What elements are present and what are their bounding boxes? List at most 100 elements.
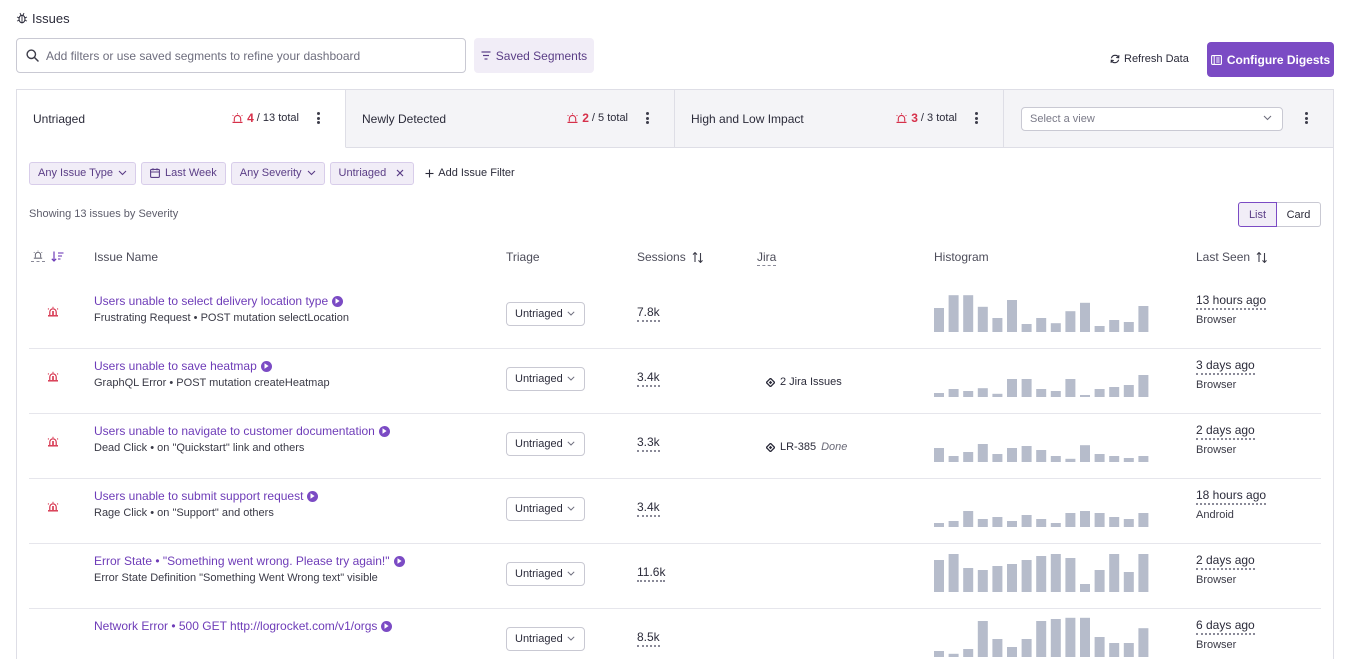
triage-dropdown[interactable]: Untriaged xyxy=(506,497,585,521)
table-row[interactable]: Users unable to submit support request R… xyxy=(29,479,1321,544)
sessions-count[interactable]: 3.3k xyxy=(637,435,660,452)
issue-name-link[interactable]: Users unable to navigate to customer doc… xyxy=(94,424,390,438)
triage-value: Untriaged xyxy=(515,568,563,580)
jira-header: Jira xyxy=(757,250,777,266)
issue-name-link[interactable]: Users unable to submit support request xyxy=(94,489,319,503)
triage-dropdown[interactable]: Untriaged xyxy=(506,627,585,651)
tab-high-and-low-impact[interactable]: High and Low Impact 3 / 3 total xyxy=(675,90,1004,148)
issue-name-link[interactable]: Users unable to save heatmap xyxy=(94,359,272,373)
issue-name-text: Network Error • 500 GET http://logrocket… xyxy=(94,619,378,633)
histogram-bar xyxy=(1138,554,1149,592)
issue-name-header: Issue Name xyxy=(94,250,159,264)
severity-column-header[interactable] xyxy=(31,250,64,262)
histogram-bar xyxy=(1065,458,1076,462)
table-row[interactable]: Network Error • 500 GET http://logrocket… xyxy=(29,609,1321,659)
issue-detail: Error State Definition "Something Went W… xyxy=(94,572,378,584)
table-row[interactable]: Error State • "Something went wrong. Ple… xyxy=(29,544,1321,609)
sessions-count[interactable]: 8.5k xyxy=(637,630,660,647)
histogram-bar xyxy=(1065,617,1076,657)
tab-newly-detected[interactable]: Newly Detected 2 / 5 total xyxy=(346,90,675,148)
histogram-bar xyxy=(963,568,974,592)
saved-segments-button[interactable]: Saved Segments xyxy=(474,38,594,73)
histogram-bar xyxy=(1138,513,1149,527)
table-row[interactable]: Users unable to save heatmap GraphQL Err… xyxy=(29,349,1321,414)
histogram-bar xyxy=(1036,389,1047,397)
more-options-icon[interactable] xyxy=(315,110,321,126)
chevron-down-icon xyxy=(567,311,575,316)
severity-filter[interactable]: Any Severity xyxy=(230,161,325,185)
triage-dropdown[interactable]: Untriaged xyxy=(506,302,585,326)
refresh-data-button[interactable]: Refresh Data xyxy=(1110,51,1189,67)
jira-icon xyxy=(766,377,775,387)
issue-name-text: Users unable to select delivery location… xyxy=(94,294,329,308)
sessions-count[interactable]: 11.6k xyxy=(637,565,666,582)
tab-count-value: 4 xyxy=(247,111,254,125)
platform-label: Browser xyxy=(1196,444,1237,456)
histogram-bar xyxy=(1050,619,1061,657)
histogram-bar xyxy=(963,649,974,657)
chevron-down-icon xyxy=(567,636,575,641)
filter-input[interactable] xyxy=(46,48,446,63)
date-filter[interactable]: Last Week xyxy=(141,161,226,185)
issue-name-link[interactable]: Network Error • 500 GET http://logrocket… xyxy=(94,619,393,633)
tab-untriaged[interactable]: Untriaged 4 / 13 total xyxy=(17,90,346,148)
select-view-dropdown[interactable]: Select a view xyxy=(1021,107,1283,131)
platform-label: Browser xyxy=(1196,639,1237,651)
card-view-button[interactable]: Card xyxy=(1277,202,1321,227)
more-options-icon[interactable] xyxy=(1303,110,1309,126)
platform-label: Browser xyxy=(1196,574,1237,586)
histogram-bar xyxy=(1138,306,1149,332)
histogram-bar xyxy=(1123,519,1134,527)
triage-dropdown[interactable]: Untriaged xyxy=(506,367,585,391)
play-icon[interactable] xyxy=(332,295,344,307)
issue-type-filter[interactable]: Any Issue Type xyxy=(29,161,137,185)
triage-dropdown[interactable]: Untriaged xyxy=(506,432,585,456)
sessions-header-label: Sessions xyxy=(637,250,686,264)
play-icon[interactable] xyxy=(260,360,272,372)
histogram-bar xyxy=(1094,389,1105,397)
more-options-icon[interactable] xyxy=(644,110,650,126)
last-seen-header[interactable]: Last Seen xyxy=(1196,250,1268,264)
jira-link[interactable]: 2 Jira Issues xyxy=(766,376,847,388)
histogram-bar xyxy=(963,391,974,397)
filter-search-field[interactable] xyxy=(16,38,466,73)
status-filter[interactable]: Untriaged xyxy=(329,161,415,185)
jira-link[interactable]: LR-385 Done xyxy=(766,441,847,453)
play-icon[interactable] xyxy=(393,555,405,567)
histogram-bar xyxy=(1050,554,1061,592)
play-icon[interactable] xyxy=(381,620,393,632)
triage-dropdown[interactable]: Untriaged xyxy=(506,562,585,586)
histogram-bar xyxy=(1080,617,1090,657)
histogram-bar xyxy=(1123,643,1134,657)
issue-name-link[interactable]: Error State • "Something went wrong. Ple… xyxy=(94,554,405,568)
play-icon[interactable] xyxy=(378,425,390,437)
table-row[interactable]: Users unable to select delivery location… xyxy=(29,284,1321,349)
more-options-icon[interactable] xyxy=(973,110,979,126)
sort-icon[interactable] xyxy=(692,251,704,263)
sessions-count[interactable]: 3.4k xyxy=(637,370,660,387)
alarm-icon xyxy=(567,112,578,123)
histogram-bar xyxy=(1080,511,1090,527)
sort-descending-icon[interactable] xyxy=(51,251,64,262)
histogram-bar xyxy=(1138,628,1149,657)
histogram-bar xyxy=(1036,519,1047,527)
configure-digests-button[interactable]: Configure Digests xyxy=(1207,42,1334,77)
sort-icon[interactable] xyxy=(1256,251,1268,263)
issue-name-link[interactable]: Users unable to select delivery location… xyxy=(94,294,344,308)
table-row[interactable]: Users unable to navigate to customer doc… xyxy=(29,414,1321,479)
chevron-down-icon xyxy=(567,506,575,511)
histogram-bar xyxy=(977,444,988,462)
sessions-count[interactable]: 7.8k xyxy=(637,305,660,322)
add-issue-filter-button[interactable]: Add Issue Filter xyxy=(425,167,515,179)
list-view-button[interactable]: List xyxy=(1238,202,1277,227)
sessions-count[interactable]: 3.4k xyxy=(637,500,660,517)
histogram-bar xyxy=(1036,556,1047,592)
session-histogram xyxy=(934,617,1149,657)
date-filter-label: Last Week xyxy=(165,167,217,179)
sessions-header[interactable]: Sessions xyxy=(637,250,704,264)
severity-filter-label: Any Severity xyxy=(239,167,302,179)
histogram-bar xyxy=(948,521,959,527)
close-icon[interactable] xyxy=(391,169,405,177)
play-icon[interactable] xyxy=(307,490,319,502)
histogram-bar xyxy=(1094,637,1105,657)
